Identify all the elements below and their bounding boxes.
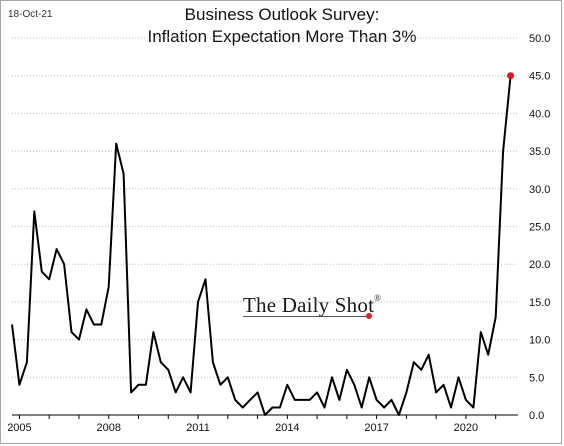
x-tick-label: 2005: [7, 422, 31, 434]
chart-title: Business Outlook Survey: Inflation Expec…: [0, 4, 564, 48]
x-tick-label: 2008: [96, 422, 120, 434]
y-tick-label: 5.0: [529, 372, 544, 384]
y-tick-label: 10.0: [529, 335, 550, 347]
series: [11, 72, 515, 416]
watermark-registered: ®: [374, 293, 382, 303]
y-tick-label: 25.0: [529, 222, 550, 234]
y-tick-label: 20.0: [529, 259, 550, 271]
axes: 0.0 5.0 10.0 15.0 20.0 25.0 30.0 35.0 40.0 45.0 50…: [7, 33, 550, 434]
watermark-logo: The Daily Shot®: [243, 293, 381, 318]
y-tick-label: 0.0: [529, 410, 544, 422]
x-tick-label: 2011: [186, 422, 210, 434]
y-tick-label: 30.0: [529, 184, 550, 196]
watermark-text: The Daily Shot: [243, 293, 375, 317]
x-tick-label: 2017: [364, 422, 388, 434]
x-tick-label: 2014: [275, 422, 299, 434]
y-tick-label: 45.0: [529, 71, 550, 83]
y-tick-label: 50.0: [529, 33, 550, 45]
watermark-dot: [366, 313, 372, 319]
chart-title-line2: Inflation Expectation More Than 3%: [147, 27, 417, 46]
y-tick-label: 35.0: [529, 146, 550, 158]
x-tick-label: 2020: [454, 422, 478, 434]
watermark-underline: [243, 316, 367, 317]
series-line: [11, 75, 512, 416]
date-label: 18-Oct-21: [8, 9, 53, 20]
last-data-point: [507, 72, 515, 80]
y-tick-label: 40.0: [529, 108, 550, 120]
chart-title-line1: Business Outlook Survey:: [184, 5, 380, 24]
grid-lines: [12, 37, 518, 378]
y-tick-label: 15.0: [529, 297, 550, 309]
